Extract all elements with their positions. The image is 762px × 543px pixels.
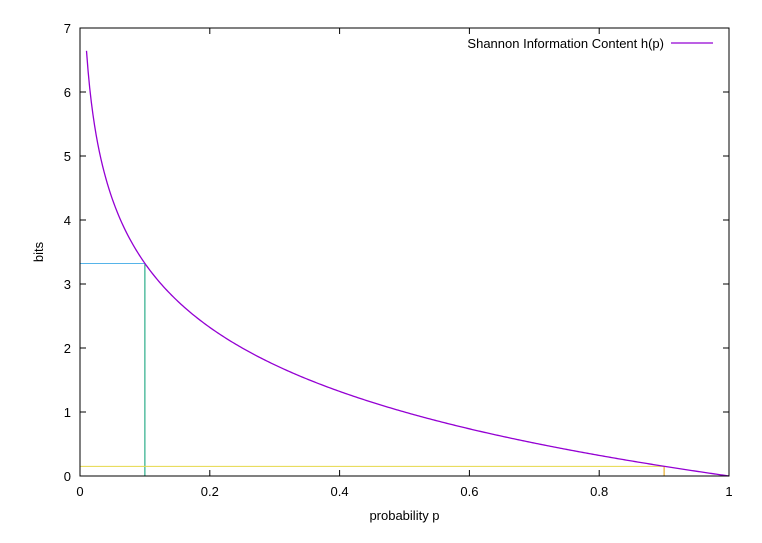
y-tick-label: 2: [64, 341, 71, 356]
series-layer: [85, 50, 730, 477]
y-tick-label: 1: [64, 405, 71, 420]
x-tick-label: 0: [76, 484, 83, 499]
y-axis-title: bits: [31, 241, 46, 262]
x-axis-title: probability p: [369, 508, 439, 523]
x-tick-label: 0.8: [590, 484, 608, 499]
series-line: [85, 50, 730, 477]
y-tick-label: 4: [64, 213, 71, 228]
x-tick-label: 0.2: [201, 484, 219, 499]
axis-ticks: [79, 27, 730, 477]
plot-frame: [79, 27, 730, 477]
legend-label: Shannon Information Content h(p): [467, 36, 664, 51]
x-tick-label: 0.4: [331, 484, 349, 499]
y-tick-label: 3: [64, 277, 71, 292]
y-tick-label: 7: [64, 21, 71, 36]
reference-lines: [80, 263, 665, 476]
y-tick-label: 6: [64, 85, 71, 100]
legend: Shannon Information Content h(p): [467, 36, 713, 51]
axis-tick-labels: 0 0.2 0.4 0.6 0.8 1 0 1 2 3 4 5 6 7: [64, 21, 733, 499]
x-tick-label: 0.6: [460, 484, 478, 499]
y-tick-label: 5: [64, 149, 71, 164]
y-tick-label: 0: [64, 469, 71, 484]
x-tick-label: 1: [725, 484, 732, 499]
